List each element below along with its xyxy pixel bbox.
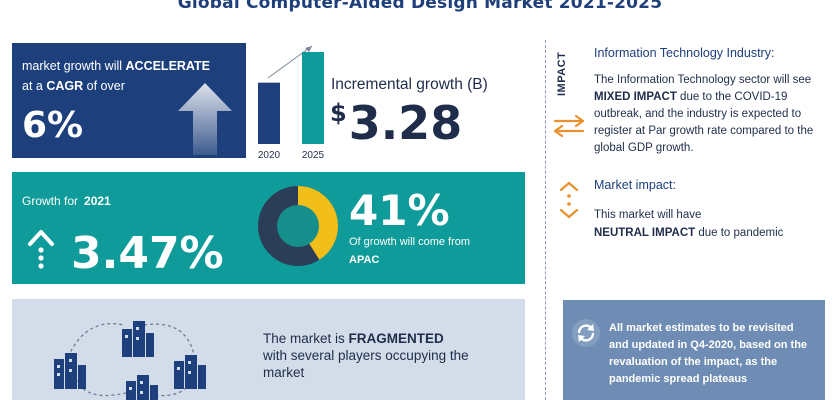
cagr-label: CAGR bbox=[46, 79, 84, 93]
swap-arrows-icon bbox=[553, 114, 585, 138]
apac-note: Of growth will come from bbox=[349, 236, 471, 248]
yoy-growth-panel: Growth for 2021 3.47% 41% Of growth will … bbox=[12, 172, 525, 284]
currency-symbol: $ bbox=[330, 99, 347, 127]
incremental-growth-label: Incremental growth (B) bbox=[331, 76, 488, 93]
industry-title: Information Technology Industry: bbox=[594, 46, 775, 60]
market-impact-pre: This market will have bbox=[594, 209, 702, 221]
growth-bar-chart: 2020 2025 bbox=[258, 45, 325, 161]
bar-label-2025: 2025 bbox=[302, 150, 325, 161]
yoy-year: 2021 bbox=[84, 194, 111, 208]
market-structure-text: The market is FRAGMENTED with several pl… bbox=[263, 330, 513, 381]
donut-center bbox=[277, 205, 319, 247]
cagr-panel: market growth will ACCELERATE at a CAGR … bbox=[12, 43, 246, 158]
accelerate-label: ACCELERATE bbox=[125, 59, 211, 73]
market-impact-level: NEUTRAL IMPACT bbox=[594, 227, 696, 239]
bar-label-2020: 2020 bbox=[258, 150, 281, 161]
region-name: APAC bbox=[349, 254, 380, 266]
industry-impact-text: The Information Technology sector will s… bbox=[594, 72, 834, 157]
diamond-arrows-icon bbox=[559, 181, 579, 219]
estimate-note-text: All market estimates to be revisited and… bbox=[609, 322, 808, 385]
city-network-icon bbox=[54, 321, 206, 400]
market-impact-post: due to pandemic bbox=[698, 227, 784, 239]
cagr-line-1: market growth will ACCELERATE bbox=[22, 59, 210, 73]
at-a-label: at a bbox=[22, 79, 43, 93]
refresh-icon bbox=[572, 319, 600, 347]
column-divider bbox=[545, 40, 546, 400]
bar-2025 bbox=[302, 52, 324, 144]
rising-arrow-icon bbox=[28, 230, 54, 269]
up-arrow-icon bbox=[178, 83, 232, 155]
industry-post: due to the COVID-19 outbreak, and the in… bbox=[594, 91, 814, 154]
impact-tag: IMPACT bbox=[556, 51, 568, 96]
market-intro: The market is bbox=[263, 331, 345, 346]
bar-2020 bbox=[258, 82, 280, 144]
industry-pre: The Information Technology sector will s… bbox=[594, 74, 812, 86]
cagr-prefix: market growth will bbox=[22, 59, 123, 73]
market-impact-title: Market impact: bbox=[594, 178, 676, 192]
of-over-label: of over bbox=[86, 79, 125, 93]
market-description: with several players occupying the marke… bbox=[263, 348, 469, 380]
growth-for-label: Growth for bbox=[22, 194, 79, 208]
cagr-value: 6% bbox=[22, 105, 84, 146]
industry-impact-level: MIXED IMPACT bbox=[594, 91, 677, 103]
market-structure: FRAGMENTED bbox=[348, 331, 444, 346]
incremental-growth-value: $3.28 bbox=[330, 96, 462, 150]
apac-share: 41% bbox=[349, 186, 450, 235]
incremental-amount: 3.28 bbox=[348, 96, 463, 150]
cagr-line-2: at a CAGR of over bbox=[22, 79, 125, 93]
market-impact-text: This market will have NEUTRAL IMPACT due… bbox=[594, 206, 834, 242]
page-title: Global Computer-Aided Design Market 2021… bbox=[177, 0, 663, 13]
market-structure-panel: The market is FRAGMENTED with several pl… bbox=[12, 299, 525, 400]
yoy-label: Growth for 2021 bbox=[22, 194, 111, 208]
donut-chart-icon bbox=[258, 186, 338, 266]
estimate-note-panel: All market estimates to be revisited and… bbox=[563, 300, 825, 400]
yoy-value: 3.47% bbox=[71, 228, 224, 279]
